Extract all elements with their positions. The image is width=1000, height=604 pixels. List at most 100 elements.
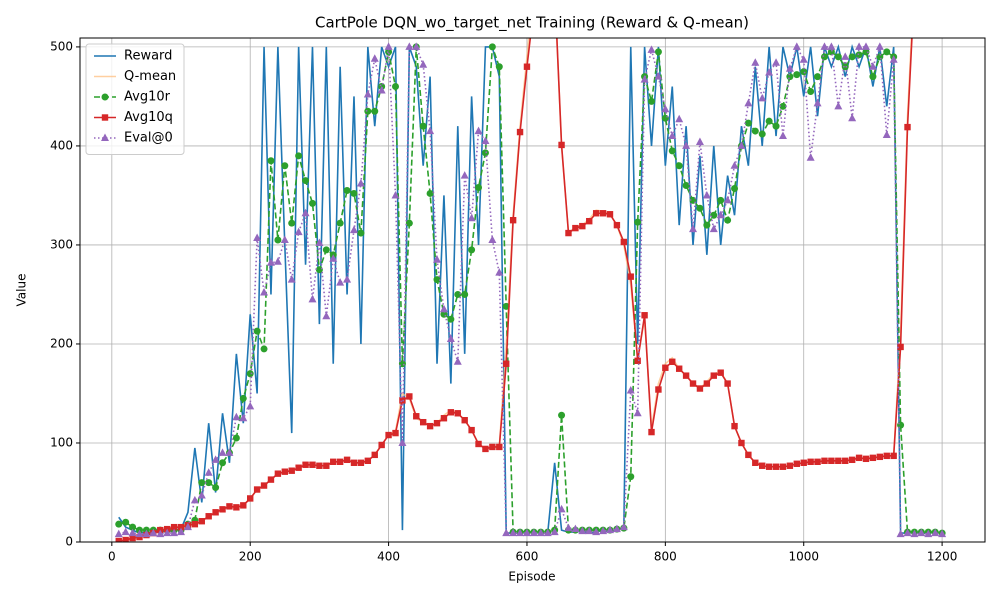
marker: [786, 462, 794, 469]
marker: [371, 451, 378, 459]
marker: [142, 529, 151, 538]
marker: [101, 114, 109, 121]
marker: [709, 224, 718, 233]
marker: [931, 528, 940, 537]
marker: [502, 302, 510, 310]
marker: [308, 294, 317, 303]
marker: [426, 189, 434, 197]
marker: [848, 113, 857, 122]
marker: [198, 479, 206, 487]
marker: [122, 536, 129, 542]
marker: [717, 369, 724, 376]
marker: [806, 153, 815, 161]
marker: [413, 413, 420, 420]
marker: [316, 462, 323, 469]
marker: [447, 409, 455, 416]
marker: [675, 365, 683, 372]
marker: [433, 255, 442, 263]
marker: [842, 457, 849, 465]
marker: [716, 210, 725, 219]
plot-area: [114, 38, 947, 542]
marker: [585, 526, 594, 535]
marker: [793, 460, 801, 467]
x-tick-label: 1200: [927, 550, 958, 564]
marker: [343, 275, 352, 283]
marker: [440, 415, 448, 422]
marker: [239, 413, 248, 422]
marker: [910, 529, 919, 538]
marker: [710, 372, 717, 379]
marker: [378, 441, 385, 449]
marker: [640, 75, 649, 83]
marker: [385, 431, 392, 439]
marker: [779, 463, 787, 470]
marker: [876, 53, 884, 61]
marker: [101, 93, 109, 101]
chart-title: CartPole DQN_wo_target_net Training (Rew…: [315, 14, 749, 33]
marker: [557, 504, 566, 513]
marker: [205, 513, 212, 520]
y-tick-label: 200: [50, 336, 73, 350]
marker: [454, 410, 461, 417]
marker: [163, 528, 172, 537]
marker: [814, 458, 821, 465]
marker: [592, 210, 600, 217]
marker: [454, 290, 462, 298]
marker: [668, 131, 677, 140]
marker: [745, 451, 752, 459]
marker: [696, 385, 704, 392]
marker: [322, 311, 331, 320]
marker: [807, 87, 815, 95]
marker: [232, 434, 240, 442]
marker: [702, 190, 711, 199]
marker: [536, 528, 545, 537]
marker: [917, 528, 926, 537]
marker: [239, 394, 247, 402]
marker: [226, 503, 233, 510]
marker: [682, 372, 690, 379]
marker: [419, 122, 427, 130]
y-tick-label: 0: [65, 535, 73, 549]
marker: [461, 290, 469, 298]
y-tick-label: 300: [50, 237, 73, 251]
marker: [260, 345, 268, 353]
marker: [219, 506, 226, 513]
marker: [848, 456, 856, 464]
marker: [287, 275, 296, 283]
marker: [204, 468, 213, 476]
marker: [654, 72, 663, 80]
marker: [343, 456, 351, 464]
marker: [599, 526, 608, 535]
marker: [758, 93, 767, 102]
marker: [924, 529, 933, 538]
marker: [253, 327, 261, 335]
marker: [398, 438, 407, 446]
marker: [855, 454, 863, 462]
marker: [882, 130, 891, 139]
marker: [814, 73, 822, 81]
y-axis-label: Value: [15, 274, 29, 307]
marker: [371, 107, 379, 115]
marker: [765, 463, 773, 470]
x-tick-label: 600: [516, 550, 539, 564]
marker: [752, 459, 759, 466]
marker: [634, 357, 641, 364]
marker: [682, 182, 690, 190]
marker: [841, 52, 850, 60]
marker: [778, 131, 787, 140]
marker: [322, 246, 330, 254]
marker: [377, 85, 386, 94]
marker: [751, 127, 759, 135]
marker: [793, 71, 801, 79]
marker: [488, 235, 497, 243]
marker: [813, 98, 822, 107]
marker: [571, 524, 580, 533]
marker: [855, 42, 864, 50]
marker: [861, 42, 870, 50]
marker: [876, 453, 884, 461]
marker: [738, 439, 745, 447]
marker: [800, 68, 808, 76]
marker: [807, 458, 814, 465]
marker: [675, 162, 683, 170]
marker: [897, 421, 905, 429]
